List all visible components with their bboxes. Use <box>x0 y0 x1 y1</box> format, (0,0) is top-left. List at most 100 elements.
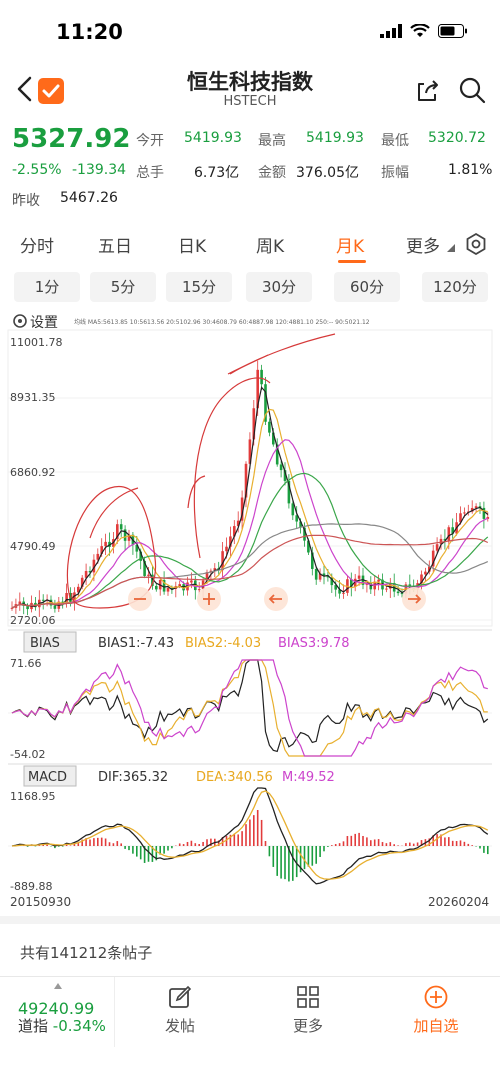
high-label: 最高 <box>258 133 286 149</box>
tab-intraday[interactable]: 分时 <box>20 237 54 257</box>
more-button[interactable]: 更多 <box>244 977 372 1047</box>
wifi-icon <box>410 24 430 37</box>
bias-title: BIAS <box>30 636 60 651</box>
tab-weekly-k[interactable]: 周K <box>256 237 285 257</box>
bias3-value: BIAS3:9.78 <box>278 636 350 651</box>
amplitude-label: 振幅 <box>381 165 409 181</box>
candle-body <box>295 515 298 522</box>
candle-body <box>197 589 201 591</box>
candle-body <box>236 520 240 527</box>
change-abs: -139.34 <box>71 162 127 178</box>
chart-reset-button[interactable] <box>402 587 426 611</box>
tab-daily-k[interactable]: 日K <box>178 237 207 257</box>
forum-entry[interactable]: 共有141212条帖子 <box>0 916 500 972</box>
candle-body <box>482 507 486 519</box>
status-icons <box>380 24 468 38</box>
candle-body <box>170 587 174 589</box>
candle-body <box>41 599 45 601</box>
search-icon[interactable] <box>458 76 486 104</box>
candle-body <box>439 538 443 545</box>
candle-body <box>229 536 232 547</box>
date-end: 20260204 <box>428 895 489 909</box>
post-button[interactable]: 发帖 <box>116 977 244 1047</box>
prev-close-label: 昨收 <box>12 193 40 209</box>
tab-more[interactable]: 更多 <box>406 232 456 257</box>
candle-body <box>357 575 361 579</box>
gear-icon <box>13 314 27 328</box>
kline-chart[interactable]: 设置 均线 MA5:5613.85 10:5613.56 20:5102.96 … <box>0 308 500 910</box>
candle-body <box>26 605 29 610</box>
candle-body <box>190 580 193 583</box>
index-ticker[interactable]: 49240.99 道指 -0.34% <box>0 977 115 1047</box>
candle-body <box>303 527 306 541</box>
tab-60min[interactable]: 60分 <box>334 272 400 302</box>
candle-body <box>88 571 92 573</box>
bias-label-box[interactable] <box>23 631 77 653</box>
candle-body <box>178 584 181 587</box>
candle-body <box>470 507 474 512</box>
back-icon[interactable] <box>12 74 38 104</box>
tab-monthly-k[interactable]: 月K <box>336 237 365 257</box>
candle-body <box>10 607 14 609</box>
add-watchlist-button[interactable]: 加自选 <box>372 977 500 1047</box>
candle-body <box>408 584 412 586</box>
signal-icon <box>380 24 402 38</box>
settings-icon[interactable] <box>464 232 488 256</box>
candle-body <box>244 463 248 498</box>
volume-value: 6.73亿 <box>194 165 240 181</box>
annotation-stroke-2 <box>187 475 206 509</box>
bias-line <box>11 659 488 757</box>
candle-body <box>400 593 404 595</box>
candle-body <box>396 591 400 594</box>
caret-up-icon <box>54 983 62 989</box>
annotation-stroke <box>89 487 139 539</box>
candle-body <box>260 369 263 385</box>
arrow-left-icon <box>268 594 282 604</box>
candle-body <box>151 574 154 586</box>
chart-zoom-in-button[interactable] <box>197 587 221 611</box>
chart-settings-label: 设置 <box>30 315 58 331</box>
gear-center <box>18 319 22 323</box>
tab-5min[interactable]: 5分 <box>90 272 156 302</box>
candle-body <box>279 464 283 471</box>
tab-1min[interactable]: 1分 <box>14 272 80 302</box>
candle-body <box>486 517 490 519</box>
macd-m: M:49.52 <box>282 770 335 785</box>
candle-body <box>73 592 76 603</box>
chart-settings-button[interactable]: 设置 <box>13 314 58 331</box>
candle-body <box>283 470 287 481</box>
candle-body <box>338 589 341 594</box>
change-pct: -2.55% <box>12 162 62 178</box>
macd-label-box[interactable] <box>23 765 77 787</box>
low-value: 5320.72 <box>428 130 486 146</box>
chart-area: 设置 均线 MA5:5613.85 10:5613.56 20:5102.96 … <box>0 308 500 910</box>
annotation-top-line-2 <box>227 354 269 375</box>
macd-dea: DEA:340.56 <box>196 770 273 785</box>
amount-label: 金额 <box>258 165 286 181</box>
candle-body <box>100 546 103 554</box>
candlesticks <box>10 360 490 617</box>
tab-30min[interactable]: 30分 <box>246 272 312 302</box>
bias2-value: BIAS2:-4.03 <box>185 636 261 651</box>
bias-line <box>11 659 489 753</box>
share-icon[interactable] <box>414 76 442 104</box>
moving-averages <box>11 386 489 609</box>
forum-post-count: 共有141212条帖子 <box>20 944 153 962</box>
quote-panel: 5327.92 -2.55% -139.34 昨收 5467.26 今开 541… <box>0 120 500 215</box>
candle-body <box>221 551 224 571</box>
candle-body <box>342 592 345 594</box>
candle-body <box>143 560 146 576</box>
candle-body <box>116 524 119 540</box>
chart-scroll-left-button[interactable] <box>264 587 288 611</box>
tab-120min[interactable]: 120分 <box>422 272 488 302</box>
candle-body <box>92 559 96 573</box>
candle-body <box>428 566 431 572</box>
index-value: 49240.99 <box>18 999 95 1018</box>
candle-body <box>240 497 244 521</box>
macd-max: 1168.95 <box>10 790 56 803</box>
chart-zoom-out-button[interactable] <box>128 587 152 611</box>
tab-five-day[interactable]: 五日 <box>98 237 132 257</box>
candle-body <box>463 512 466 514</box>
tab-15min[interactable]: 15分 <box>166 272 232 302</box>
bias1-value: BIAS1:-7.43 <box>98 636 174 651</box>
